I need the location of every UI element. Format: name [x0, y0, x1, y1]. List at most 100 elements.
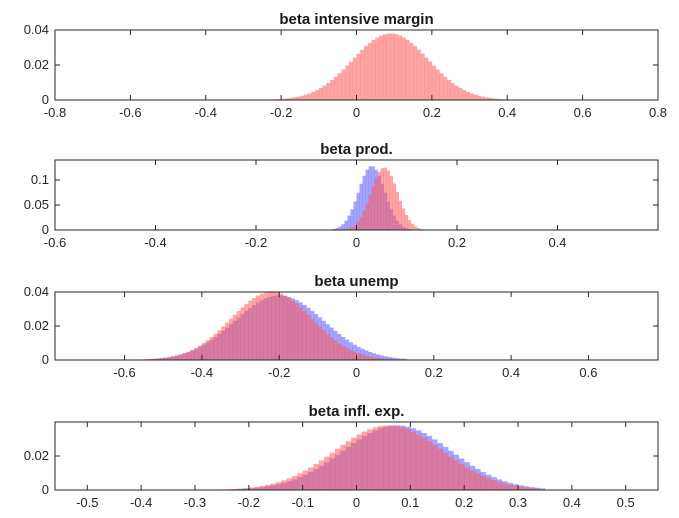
- histogram-bar: [401, 208, 406, 230]
- histogram-bar: [367, 42, 372, 100]
- histogram-bar: [378, 426, 384, 490]
- x-tick-label: -0.2: [245, 235, 267, 250]
- histogram-bar: [267, 292, 272, 360]
- histogram-bar: [365, 169, 369, 230]
- histogram-bar: [338, 226, 342, 230]
- histogram-bar: [458, 87, 463, 100]
- histogram-bar: [318, 460, 325, 490]
- histogram-bar: [159, 358, 164, 360]
- histogram-bar: [303, 94, 308, 100]
- y-tick-label: 0.04: [24, 22, 49, 37]
- histogram-bar: [371, 186, 375, 230]
- chart-panel-1: beta intensive margin -0.8 -0.6 -0.4 -0.2 0 0.…: [24, 11, 667, 120]
- x-tick-label: 0.4: [548, 235, 566, 250]
- histogram-bar: [292, 97, 297, 100]
- histogram-bar: [310, 318, 315, 360]
- histogram-bar: [404, 429, 411, 490]
- histogram-bar: [238, 488, 244, 490]
- histogram-bar: [428, 61, 433, 100]
- histogram-bar: [290, 300, 295, 360]
- histogram-bar: [523, 487, 530, 490]
- histogram-bar: [324, 456, 330, 490]
- histogram-bar: [488, 98, 493, 100]
- histogram-bar: [435, 69, 440, 100]
- histogram-bar: [415, 434, 422, 490]
- histogram-bar: [333, 76, 338, 100]
- histogram-bar: [379, 355, 384, 360]
- histogram-bar: [469, 470, 476, 490]
- histogram-bar: [356, 53, 361, 100]
- histogram-bar: [308, 467, 314, 490]
- histogram-bar: [344, 347, 350, 360]
- histogram-bar: [345, 65, 350, 100]
- histogram-bar: [361, 431, 368, 490]
- y-tick-label: 0: [42, 92, 49, 107]
- histogram-bar: [347, 228, 351, 230]
- histogram-bar: [386, 170, 390, 230]
- x-tick-label: -0.6: [44, 235, 66, 250]
- histogram-bar: [380, 168, 384, 230]
- histogram-bar: [419, 228, 424, 230]
- histogram-bar: [345, 441, 352, 490]
- histogram-bar: [383, 358, 388, 360]
- histogram-bar: [256, 295, 261, 360]
- histogram-bar: [420, 53, 425, 100]
- histogram-bar: [281, 480, 287, 490]
- histogram-bar: [443, 76, 448, 100]
- histogram-bar: [395, 192, 399, 230]
- x-tick-label: -0.2: [238, 495, 260, 510]
- histogram-bar: [209, 337, 214, 360]
- histogram-bar: [341, 345, 346, 360]
- histogram-bar: [254, 486, 260, 490]
- histogram-bar: [302, 470, 309, 490]
- histogram-bar: [217, 330, 222, 360]
- histogram-bar: [368, 356, 373, 360]
- histogram-bar: [163, 357, 168, 360]
- x-tick-label: -0.4: [144, 235, 166, 250]
- y-tick-label: 0.02: [24, 318, 49, 333]
- histogram-bar: [178, 354, 183, 360]
- histogram-bar: [232, 488, 239, 490]
- chart-title: beta unemp: [314, 273, 398, 290]
- histogram-bar: [348, 61, 354, 100]
- histogram-series-2: [341, 167, 433, 230]
- histogram-bar: [348, 349, 353, 360]
- histogram-bar: [491, 480, 497, 490]
- histogram-bar: [458, 464, 465, 490]
- histogram-bar: [271, 292, 276, 360]
- histogram-series-2: [140, 292, 396, 360]
- histogram-bar: [389, 175, 393, 230]
- histogram-bar: [371, 39, 376, 100]
- histogram-bar: [448, 456, 454, 490]
- x-tick-label: -0.2: [268, 365, 290, 380]
- chart-title: beta intensive margin: [279, 11, 433, 28]
- x-tick-label: -0.6: [119, 105, 141, 120]
- histogram-bar: [394, 426, 400, 490]
- histogram-bar: [263, 292, 268, 360]
- histogram-bar: [302, 311, 307, 360]
- histogram-bar: [248, 487, 255, 490]
- histogram-bar: [539, 488, 546, 490]
- histogram-bar: [240, 307, 245, 360]
- histogram-bar: [453, 460, 460, 490]
- histogram-bar: [424, 57, 429, 100]
- histogram-bar: [341, 69, 346, 100]
- histogram-bar: [391, 357, 396, 360]
- histogram-bar: [359, 183, 363, 230]
- y-tick-label: 0: [42, 222, 49, 237]
- x-tick-label: 0.4: [563, 495, 581, 510]
- histogram-bar: [167, 357, 172, 360]
- x-tick-label: 0.4: [502, 365, 520, 380]
- histogram-bar: [356, 192, 360, 230]
- histogram-bar: [347, 215, 351, 230]
- x-tick-label: 0: [353, 235, 360, 250]
- histogram-bar: [315, 90, 320, 100]
- histogram-bar: [170, 356, 176, 360]
- histogram-bar: [431, 444, 438, 490]
- histogram-bar: [275, 482, 282, 490]
- histogram-bar: [350, 226, 354, 230]
- histogram-bar: [374, 178, 378, 230]
- histogram-bar: [283, 295, 288, 360]
- x-tick-label: -0.3: [184, 495, 206, 510]
- histogram-bar: [528, 488, 535, 490]
